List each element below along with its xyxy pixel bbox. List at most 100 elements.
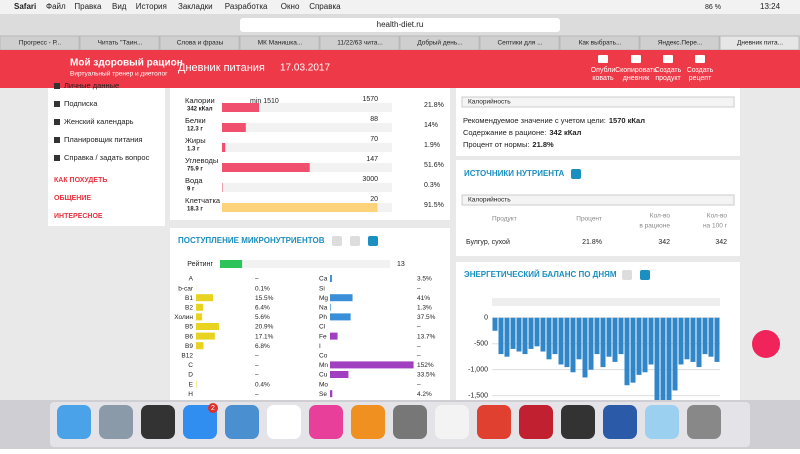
bar: [523, 318, 528, 354]
sidebar-section[interactable]: ИНТЕРЕСНОЕ: [54, 213, 103, 220]
bar: [643, 318, 648, 372]
micro-name: Si: [319, 285, 325, 292]
menu-item[interactable]: Справка: [309, 2, 341, 11]
sidebar-icon: [54, 83, 60, 89]
y-tick-label: -1,000: [468, 367, 488, 374]
bar: [697, 318, 702, 367]
micro-panel: [170, 228, 450, 400]
bar: [691, 318, 696, 362]
action[interactable]: Создать: [687, 67, 714, 74]
select-value[interactable]: Калорийность: [468, 98, 511, 106]
micro-bar: [196, 333, 215, 340]
bar-track: [222, 123, 392, 132]
fab[interactable]: [752, 330, 780, 358]
micro-bar: [196, 294, 213, 301]
sidebar-section[interactable]: КАК ПОХУДЕТЬ: [54, 177, 107, 184]
menu-item[interactable]: Разработка: [225, 2, 268, 11]
badge-count: 2: [211, 405, 215, 412]
action[interactable]: Опубли: [591, 66, 616, 74]
micro-name: Mo: [319, 381, 328, 388]
micro-bar: [330, 313, 351, 320]
address: health-diet.ru: [377, 20, 424, 29]
tab-title[interactable]: 11/22/63 чита...: [337, 40, 383, 47]
date[interactable]: 17.03.2017: [280, 63, 330, 74]
page-title: Дневник питания: [178, 62, 265, 74]
menu-item[interactable]: Файл: [46, 2, 66, 11]
y-tick-label: -500: [474, 341, 488, 348]
nutrient-name: Жиры: [185, 136, 206, 145]
micro-value: 41%: [417, 295, 430, 302]
bar: [613, 318, 618, 362]
micro-value: –: [255, 276, 259, 283]
menu-item[interactable]: Окно: [281, 2, 300, 11]
tab-title[interactable]: МК Манишка...: [258, 40, 303, 47]
action-icon: [631, 55, 641, 63]
action[interactable]: продукт: [655, 75, 681, 82]
micro-value: 152%: [417, 362, 434, 369]
sidebar-link[interactable]: Подписка: [64, 99, 98, 108]
nutrient-amount: 12.3 г: [187, 127, 203, 133]
action[interactable]: Скопировать: [615, 67, 657, 74]
micro-name: A: [189, 276, 194, 283]
action[interactable]: ковать: [592, 75, 614, 82]
logo: Мой здоровый рацион: [70, 58, 183, 69]
sidebar-icon: [54, 101, 60, 107]
sidebar-link[interactable]: Личные данные: [64, 81, 119, 90]
bar: [607, 318, 612, 357]
tab-title[interactable]: Добрый день...: [417, 39, 463, 47]
dock-icon: [687, 405, 721, 439]
tab-title[interactable]: Прогресс - Р...: [19, 40, 61, 47]
micro-value: 0.1%: [255, 285, 270, 292]
tab-title[interactable]: Читать "Таин...: [98, 40, 143, 47]
menu-item[interactable]: Вид: [112, 2, 127, 11]
micro-name: B1: [185, 295, 193, 302]
battery: 86 %: [705, 4, 721, 11]
tab-title[interactable]: Яндекс.Пере...: [658, 40, 703, 47]
micro-bar: [196, 304, 203, 311]
micro-value: 15.5%: [255, 295, 274, 302]
bar: [715, 318, 720, 362]
micro-value: 13.7%: [417, 333, 436, 340]
column-header: Кол-во: [707, 213, 728, 220]
micro-value: 6.4%: [255, 305, 270, 312]
bar: [577, 318, 582, 360]
nutrient-bar: [222, 163, 310, 172]
micro-bar: [330, 371, 348, 378]
micro-value: 4.2%: [417, 391, 432, 398]
table-cell: Булгур, сухой: [466, 238, 510, 246]
sidebar-link[interactable]: Планировщик питания: [64, 135, 143, 144]
dock-icon: [57, 405, 91, 439]
bar: [709, 318, 714, 357]
micro-name: Cl: [319, 324, 326, 331]
micro-value: –: [417, 343, 421, 350]
action[interactable]: дневник: [623, 75, 650, 82]
tab-title[interactable]: Септики для ...: [497, 40, 542, 47]
dock-icon: [309, 405, 343, 439]
micro-value: 1.3%: [417, 305, 432, 312]
bar: [559, 318, 564, 365]
select-value[interactable]: Калорийность: [468, 196, 511, 204]
nutrient-percent: 14%: [424, 122, 438, 129]
micro-bar: [196, 323, 219, 330]
sidebar-section[interactable]: ОБЩЕНИЕ: [54, 195, 91, 202]
dock-icon: [141, 405, 175, 439]
menu-item[interactable]: Закладки: [178, 2, 213, 11]
sidebar-link[interactable]: Женский календарь: [64, 117, 134, 126]
action[interactable]: рецепт: [689, 75, 712, 82]
menu-item[interactable]: Правка: [74, 2, 102, 11]
tab-title[interactable]: Слова и фразы: [177, 40, 224, 47]
rating-label: Рейтинг: [187, 260, 213, 268]
micro-name: Fe: [319, 333, 327, 340]
micro-value: 6.8%: [255, 343, 270, 350]
dock-icon: [477, 405, 511, 439]
tab-title[interactable]: Дневник пита...: [737, 40, 783, 47]
tab-title[interactable]: Как выбрать...: [579, 39, 622, 47]
action[interactable]: Создать: [655, 67, 682, 74]
menu-item[interactable]: История: [136, 2, 167, 11]
sidebar-link[interactable]: Справка / задать вопрос: [64, 153, 150, 162]
micro-bar: [330, 390, 332, 397]
nutrient-amount: 342 кКал: [187, 107, 213, 113]
micro-name: B9: [185, 343, 193, 350]
summary-value: 21.8%: [532, 140, 554, 149]
micro-name: Ph: [319, 314, 327, 321]
